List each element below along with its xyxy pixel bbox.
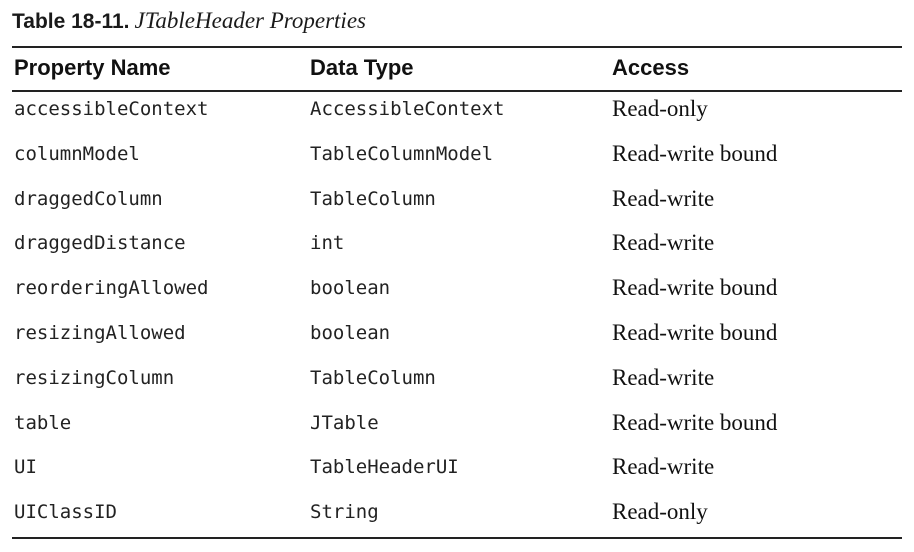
table-row: resizingAllowed boolean Read-write bound: [12, 316, 902, 361]
table-row: draggedColumn TableColumn Read-write: [12, 182, 902, 227]
property-name-cell: draggedColumn: [14, 187, 163, 210]
data-type-cell: String: [310, 501, 379, 524]
access-cell: Read-write bound: [612, 319, 778, 345]
property-name-cell: UIClassID: [14, 501, 117, 524]
access-cell: Read-write bound: [612, 275, 778, 301]
table-row: table JTable Read-write bound: [12, 406, 902, 451]
data-type-cell: TableColumnModel: [310, 142, 494, 165]
property-name-cell: table: [14, 411, 72, 434]
property-name-cell: resizingAllowed: [14, 321, 186, 344]
header-data-type: Data Type: [310, 55, 414, 80]
property-name-cell: resizingColumn: [14, 366, 175, 389]
top-rule: [12, 46, 902, 48]
data-type-cell: TableHeaderUI: [310, 456, 459, 479]
access-cell: Read-write: [612, 364, 715, 390]
data-type-cell: JTable: [310, 411, 379, 434]
property-name-cell: draggedDistance: [14, 232, 186, 255]
data-type-cell: boolean: [310, 321, 391, 344]
header-property-name: Property Name: [14, 55, 171, 80]
table-header-row: Property Name Data Type Access: [12, 48, 902, 90]
property-name-cell: UI: [14, 456, 37, 479]
table-row: UIClassID String Read-only: [12, 495, 902, 540]
table-row: resizingColumn TableColumn Read-write: [12, 361, 902, 406]
data-type-cell: int: [310, 232, 345, 255]
access-cell: Read-write: [612, 230, 715, 256]
header-access: Access: [612, 55, 690, 80]
data-type-cell: TableColumn: [310, 366, 436, 389]
table-title: JTableHeader Properties: [134, 8, 366, 33]
property-name-cell: columnModel: [14, 142, 140, 165]
access-cell: Read-only: [612, 96, 708, 121]
table-row: columnModel TableColumnModel Read-write …: [12, 137, 902, 182]
data-type-cell: boolean: [310, 277, 391, 300]
header-rule: [12, 90, 902, 92]
property-name-cell: reorderingAllowed: [14, 277, 209, 300]
property-name-cell: accessibleContext: [14, 98, 209, 120]
data-type-cell: AccessibleContext: [310, 98, 505, 120]
access-cell: Read-write: [612, 185, 715, 211]
table-number: Table 18-11.: [12, 10, 130, 33]
table-row: reorderingAllowed boolean Read-write bou…: [12, 271, 902, 316]
access-cell: Read-write bound: [612, 140, 778, 166]
access-cell: Read-write bound: [612, 409, 778, 435]
table-row: UI TableHeaderUI Read-write: [12, 450, 902, 495]
bottom-rule: [12, 537, 902, 539]
data-type-cell: TableColumn: [310, 187, 436, 210]
access-cell: Read-write: [612, 454, 715, 480]
table-body: accessibleContext AccessibleContext Read…: [12, 92, 902, 540]
table-row: accessibleContext AccessibleContext Read…: [12, 92, 902, 137]
table-row: draggedDistance int Read-write: [12, 226, 902, 271]
access-cell: Read-only: [612, 499, 708, 525]
table-caption: Table 18-11. JTableHeader Properties: [12, 6, 366, 36]
